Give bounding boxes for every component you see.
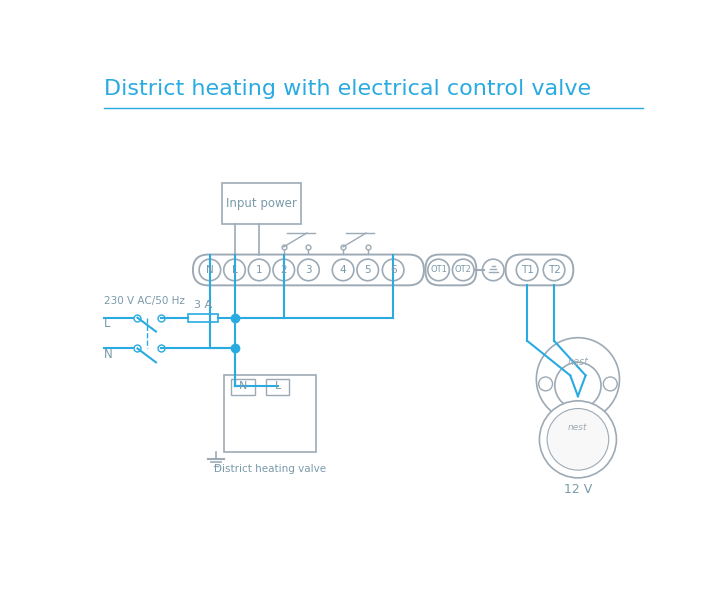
Circle shape [483,259,504,281]
Text: 3 A: 3 A [194,301,212,310]
Circle shape [273,259,295,281]
Text: nest: nest [568,424,587,432]
Text: District heating with electrical control valve: District heating with electrical control… [103,79,590,99]
Text: T1: T1 [521,265,534,275]
Text: 3: 3 [305,265,312,275]
Circle shape [199,259,221,281]
Text: L: L [274,381,281,391]
Text: 2: 2 [280,265,287,275]
Text: N: N [206,265,214,275]
Text: District heating valve: District heating valve [214,465,326,475]
Circle shape [543,259,565,281]
FancyBboxPatch shape [266,378,289,396]
Circle shape [223,259,245,281]
Circle shape [516,259,538,281]
Circle shape [357,259,379,281]
FancyBboxPatch shape [425,255,476,285]
Text: OT1: OT1 [430,266,447,274]
Text: 4: 4 [340,265,347,275]
Text: OT2: OT2 [455,266,472,274]
Circle shape [539,377,553,391]
FancyBboxPatch shape [232,378,255,396]
Circle shape [547,409,609,470]
Text: Input power: Input power [226,197,297,210]
Text: 1: 1 [256,265,263,275]
Circle shape [555,362,601,409]
Text: nest: nest [567,358,588,367]
Text: T2: T2 [547,265,561,275]
Text: 230 V AC/50 Hz: 230 V AC/50 Hz [103,296,184,306]
Text: N: N [239,381,248,391]
Text: N: N [103,347,112,361]
Text: 6: 6 [389,265,397,275]
FancyBboxPatch shape [193,255,424,285]
Circle shape [604,377,617,391]
FancyBboxPatch shape [189,314,218,321]
FancyBboxPatch shape [222,183,301,224]
Text: L: L [232,265,237,275]
FancyBboxPatch shape [505,255,574,285]
FancyBboxPatch shape [566,409,590,422]
Circle shape [452,259,474,281]
Circle shape [537,338,620,421]
Circle shape [332,259,354,281]
Circle shape [382,259,404,281]
Text: 12 V: 12 V [563,483,592,496]
FancyBboxPatch shape [223,375,316,453]
Circle shape [539,401,617,478]
Text: 5: 5 [365,265,371,275]
Circle shape [248,259,270,281]
Circle shape [428,259,449,281]
Circle shape [298,259,319,281]
Text: L: L [103,317,110,330]
